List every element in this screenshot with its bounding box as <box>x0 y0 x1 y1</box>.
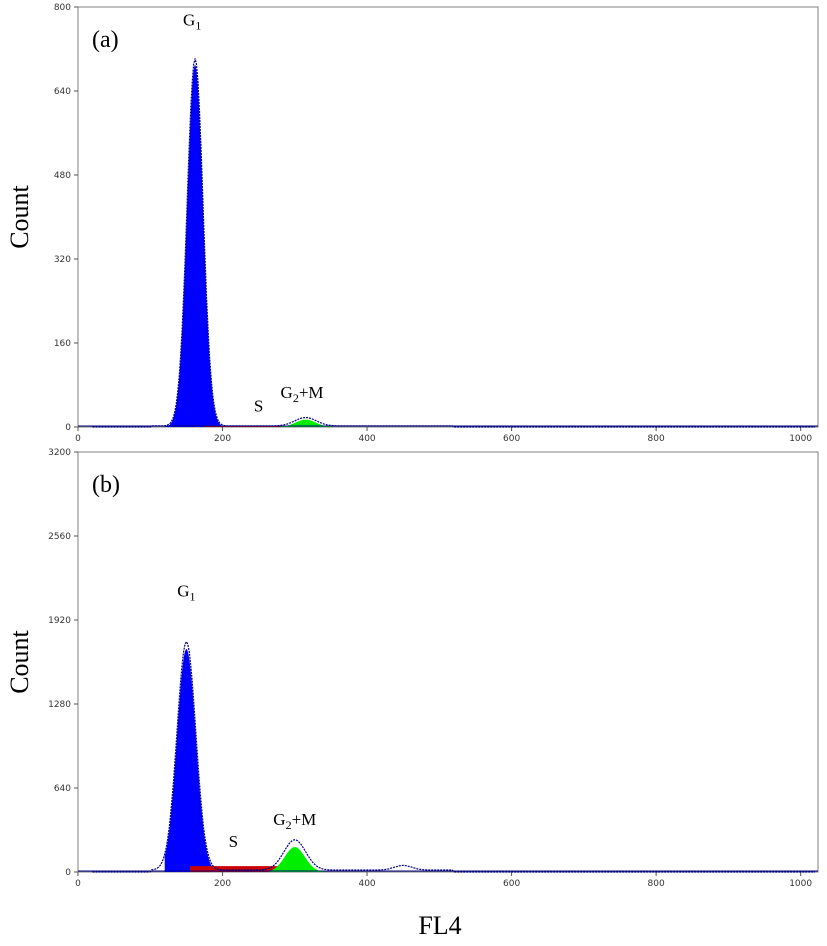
y-tick-label: 640 <box>54 87 71 97</box>
y-tick-label: 1280 <box>48 700 71 710</box>
y-tick-label: 800 <box>54 3 71 13</box>
x-tick-label: 800 <box>648 434 665 444</box>
panel-b: 0 640 1280 1920 2560 3200 0 200 400 600 800 1000 (b)… <box>5 448 819 889</box>
phase-annotation: G2+M <box>281 383 324 405</box>
y-axis-label: Count <box>5 629 34 693</box>
y-tick-label: 1920 <box>48 616 71 626</box>
panel-label: (b) <box>92 472 120 498</box>
x-tick-label: 200 <box>214 434 231 444</box>
x-tick-label: 400 <box>358 434 375 444</box>
panel-a: 0 160 320 480 640 800 0 200 400 600 800 1000 (a) Coun… <box>5 3 819 444</box>
panel-label: (a) <box>92 27 119 53</box>
series-g1-area <box>164 64 227 428</box>
x-tick-label: 0 <box>75 879 81 889</box>
phase-annotation: S <box>229 832 238 851</box>
x-tick-label: 600 <box>503 434 520 444</box>
y-tick-label: 0 <box>65 423 71 433</box>
x-tick-label: 1000 <box>789 434 812 444</box>
series-g2-m-area <box>269 847 324 872</box>
series-g1-area <box>164 648 216 872</box>
x-tick-label: 1000 <box>789 879 812 889</box>
phase-annotation: G1 <box>177 581 195 603</box>
x-tick-label: 400 <box>358 879 375 889</box>
fit-outline-curve <box>92 640 816 873</box>
phase-annotation: G2+M <box>273 810 316 832</box>
y-tick-label: 320 <box>54 255 71 265</box>
x-tick-label: 800 <box>648 879 665 889</box>
phase-annotation: G1 <box>183 10 201 32</box>
y-tick-label: 0 <box>65 868 71 878</box>
y-tick-label: 480 <box>54 171 71 181</box>
x-tick-label: 200 <box>214 879 231 889</box>
phase-annotation: S <box>254 396 263 415</box>
y-tick-label: 640 <box>54 784 71 794</box>
y-tick-label: 160 <box>54 339 71 349</box>
x-axis-label: FL4 <box>418 911 461 940</box>
fit-outline-curve <box>92 58 816 428</box>
y-axis-label: Count <box>5 184 34 248</box>
y-tick-label: 3200 <box>48 448 71 458</box>
x-tick-label: 0 <box>75 434 81 444</box>
x-tick-label: 600 <box>503 879 520 889</box>
y-tick-label: 2560 <box>48 532 71 542</box>
series-g2-m-area <box>280 419 333 427</box>
